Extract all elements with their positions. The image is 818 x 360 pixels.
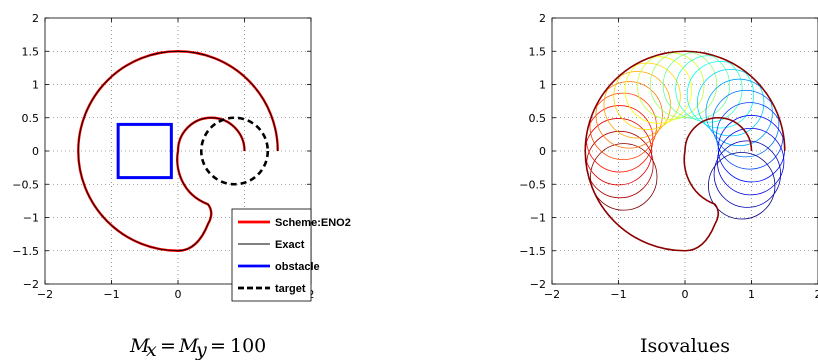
svg-text:100: 100 bbox=[230, 335, 266, 357]
right-x-tick-label: 2 bbox=[815, 288, 818, 301]
isovalue-contour bbox=[624, 56, 693, 124]
svg-text:=: = bbox=[160, 335, 176, 357]
svg-text:M: M bbox=[129, 335, 150, 357]
isovalue-contour bbox=[686, 61, 755, 129]
legend-label: obstacle bbox=[275, 261, 320, 273]
left-y-tick-label: 1 bbox=[32, 79, 39, 92]
isovalue-contour bbox=[713, 140, 781, 208]
right-y-tick-label: −2 bbox=[530, 278, 546, 291]
left-y-tick-label: 0.5 bbox=[22, 112, 40, 125]
right-y-tick-label: 0 bbox=[539, 145, 546, 158]
isovalue-contour bbox=[705, 78, 773, 147]
isovalue-contour bbox=[697, 69, 765, 137]
svg-text:=: = bbox=[210, 335, 226, 357]
svg-text:y: y bbox=[195, 339, 207, 360]
right-x-tick-label: −1 bbox=[610, 288, 626, 301]
legend: Scheme:ENO2 Exact obstacle target bbox=[231, 208, 351, 302]
left-x-tick-label: −2 bbox=[37, 288, 53, 301]
left-y-tick-label: −1 bbox=[23, 212, 39, 225]
right-y-tick-label: 1.5 bbox=[529, 45, 547, 58]
isovalue-contour bbox=[675, 55, 743, 123]
caption-right: Isovalues bbox=[640, 335, 730, 357]
right-y-tick-label: 1 bbox=[539, 79, 546, 92]
right-x-tick-label: 1 bbox=[748, 288, 755, 301]
chart-panel-left: −2−101221.510.50−0.5−1−1.5−2Scheme:ENO2E… bbox=[12, 12, 351, 302]
right-y-tick-label: −1.5 bbox=[519, 245, 546, 258]
isovalue-front-outline bbox=[584, 50, 786, 252]
left-y-tick-label: −1.5 bbox=[12, 245, 39, 258]
obstacle-square bbox=[116, 122, 173, 180]
isovalue-contour bbox=[603, 71, 671, 139]
isovalue-contour bbox=[590, 143, 658, 211]
isovalue-contour bbox=[595, 81, 663, 149]
left-x-tick-label: −1 bbox=[103, 288, 119, 301]
right-plot-content bbox=[584, 50, 786, 252]
right-y-tick-label: −0.5 bbox=[519, 178, 546, 191]
right-x-tick-label: −2 bbox=[544, 288, 560, 301]
caption-left: M x = M y = 100 bbox=[129, 335, 266, 360]
chart-panel-right: −2 −1 0 1 2 2 1.5 1 0.5 0 −0.5 −1 −1.5 −2 bbox=[519, 12, 818, 301]
left-y-tick-label: 1.5 bbox=[22, 45, 40, 58]
legend-label: Scheme:ENO2 bbox=[275, 217, 351, 229]
right-y-tick-label: 0.5 bbox=[529, 112, 547, 125]
svg-text:M: M bbox=[178, 335, 199, 357]
left-y-tick-label: −2 bbox=[23, 278, 39, 291]
legend-label: Exact bbox=[275, 239, 305, 251]
left-x-tick-label: 0 bbox=[175, 288, 182, 301]
isovalue-contour bbox=[708, 152, 776, 220]
right-y-tick-label: −1 bbox=[530, 212, 546, 225]
isovalue-contour bbox=[589, 92, 657, 161]
svg-text:x: x bbox=[146, 339, 157, 360]
left-y-tick-label: 2 bbox=[32, 12, 39, 25]
right-y-tick-label: 2 bbox=[539, 12, 546, 25]
left-y-tick-label: −0.5 bbox=[12, 178, 39, 191]
legend-label: target bbox=[275, 283, 306, 295]
isovalue-contour bbox=[711, 89, 780, 158]
right-x-tick-label: 0 bbox=[682, 288, 689, 301]
isovalue-contour bbox=[716, 127, 785, 196]
legend-box bbox=[231, 208, 312, 302]
front-exact-line bbox=[77, 50, 279, 252]
left-plot-content bbox=[77, 50, 279, 252]
left-y-tick-label: 0 bbox=[32, 145, 39, 158]
target-circle bbox=[199, 116, 270, 186]
